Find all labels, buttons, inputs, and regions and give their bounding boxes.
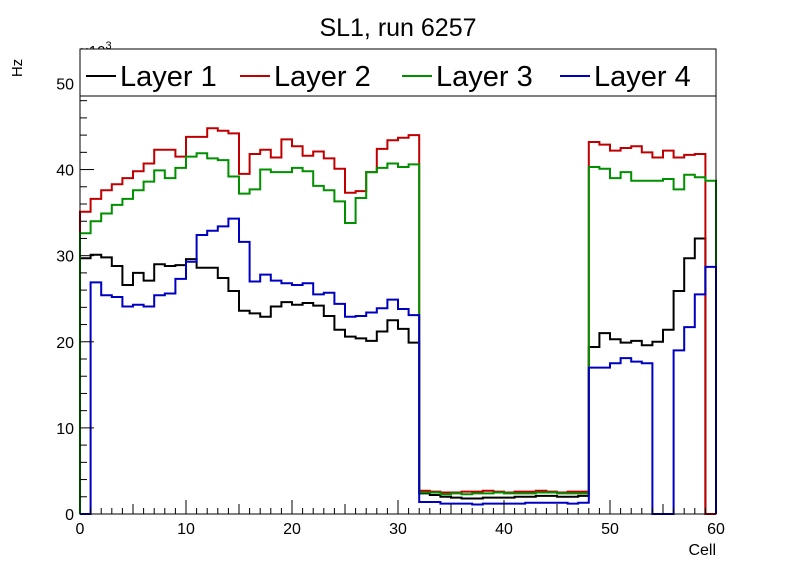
x-tick-label: 10: [177, 521, 195, 538]
x-axis-label: Cell: [688, 542, 716, 559]
legend-label-layer-3: Layer 3: [436, 61, 533, 93]
y-tick-label: 50: [56, 76, 74, 93]
series-line-layer-4: [80, 217, 717, 515]
legend-label-layer-2: Layer 2: [274, 61, 371, 93]
legend: Layer 1 Layer 2 Layer 3 Layer 4: [79, 48, 717, 97]
y-axis-label: Hz: [9, 59, 26, 77]
x-tick-label: 40: [495, 521, 513, 538]
series-layer: [79, 127, 717, 515]
legend-label-layer-1: Layer 1: [120, 61, 217, 93]
x-tick-label: 30: [389, 521, 407, 538]
y-multiplier-exponent: 3: [105, 40, 111, 52]
legend-label-layer-4: Layer 4: [594, 61, 691, 93]
y-tick-label: 0: [65, 507, 74, 524]
y-tick-label: 10: [56, 421, 74, 438]
x-tick-label: 20: [283, 521, 301, 538]
legend-box: [79, 48, 717, 97]
axes: 0 10 20 30 40 50 60 0 10 20 30 40 50: [56, 48, 725, 538]
x-tick-label: 50: [601, 521, 619, 538]
y-tick-label: 40: [56, 163, 74, 180]
x-tick-label: 60: [707, 521, 725, 538]
series-line-layer-3: [79, 152, 717, 514]
x-tick-label: 0: [76, 521, 85, 538]
chart-title: SL1, run 6257: [319, 14, 476, 42]
series-line-layer-1: [79, 237, 716, 515]
y-tick-label: 30: [56, 249, 74, 266]
y-tick-label: 20: [56, 335, 74, 352]
